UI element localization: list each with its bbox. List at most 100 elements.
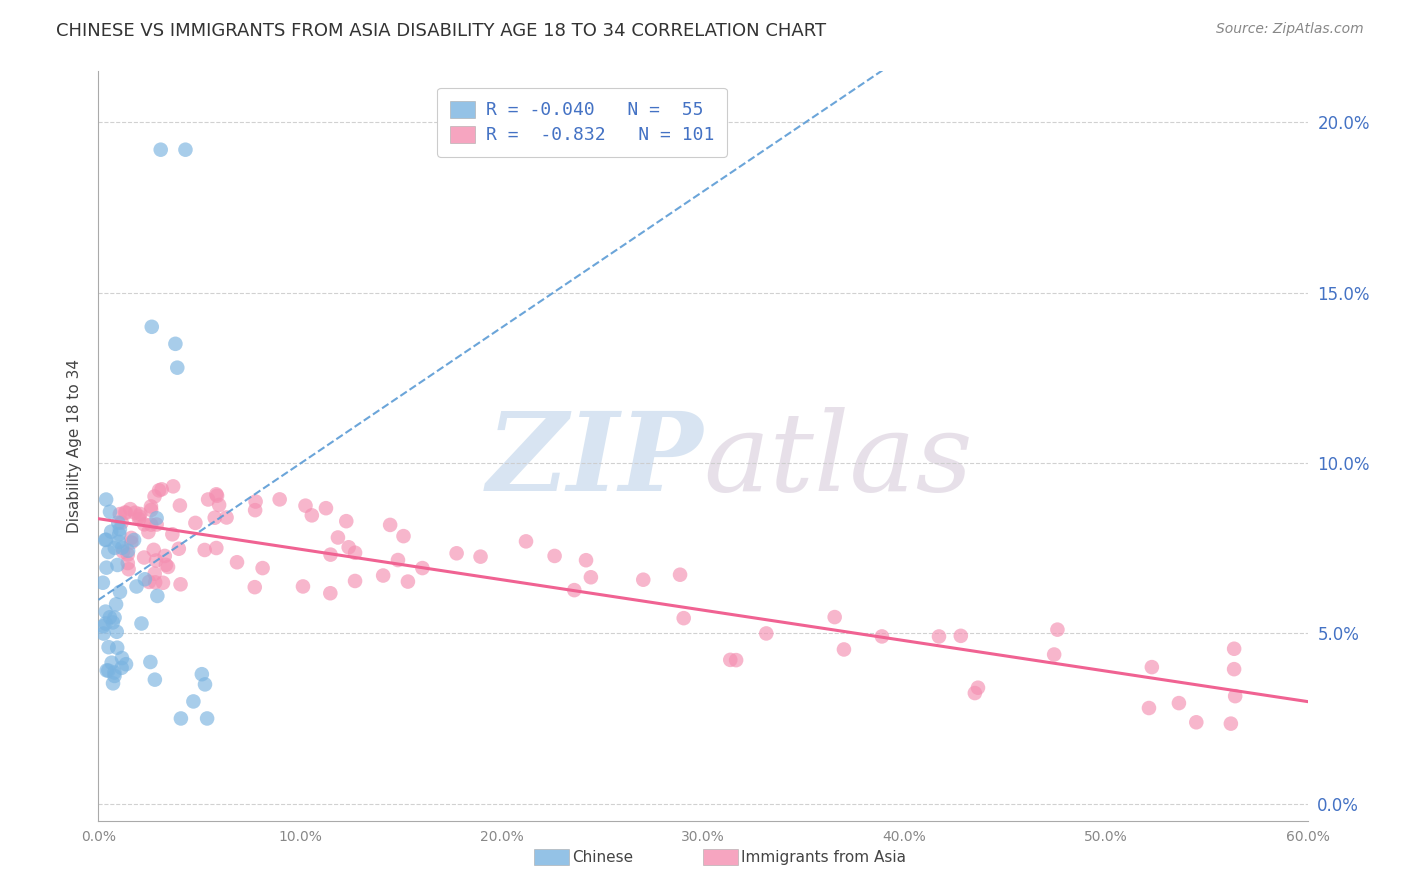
Point (184, 516, 207, 530)
Point (319, 548, 342, 562)
Point (967, 681, 990, 695)
Point (718, 653, 741, 667)
Point (243, 503, 266, 517)
Point (562, 583, 585, 598)
Point (117, 548, 139, 562)
Point (139, 500, 162, 514)
Text: ZIP: ZIP (486, 408, 703, 515)
Point (100, 524, 122, 539)
Point (97, 545, 120, 559)
Point (132, 550, 155, 565)
Point (294, 499, 316, 513)
Point (131, 616, 153, 631)
Point (129, 507, 152, 521)
Point (205, 489, 228, 503)
Point (669, 567, 692, 582)
Point (142, 542, 165, 557)
Point (94, 605, 117, 619)
Point (117, 556, 139, 570)
Point (197, 492, 219, 507)
Point (141, 319, 163, 334)
Point (166, 360, 188, 375)
Point (138, 574, 160, 589)
Point (107, 516, 129, 530)
Point (105, 597, 128, 611)
Point (245, 494, 267, 508)
Point (149, 143, 172, 157)
Point (143, 673, 166, 687)
Point (315, 501, 337, 516)
Point (1219, 716, 1241, 731)
Point (128, 512, 150, 526)
Point (108, 522, 131, 536)
Point (162, 479, 184, 493)
Point (108, 585, 131, 599)
Point (138, 524, 160, 539)
Point (97, 664, 120, 678)
Text: Source: ZipAtlas.com: Source: ZipAtlas.com (1216, 22, 1364, 37)
Point (96, 560, 118, 574)
Legend: R = -0.040   N =  55, R =  -0.832   N = 101: R = -0.040 N = 55, R = -0.832 N = 101 (437, 88, 727, 157)
Point (110, 661, 132, 675)
Point (128, 509, 150, 524)
Point (378, 517, 401, 532)
Point (870, 629, 893, 643)
Point (139, 517, 162, 532)
Point (120, 535, 142, 549)
Y-axis label: Disability Age 18 to 34: Disability Age 18 to 34 (66, 359, 82, 533)
Point (93, 626, 115, 640)
Point (145, 553, 167, 567)
Point (139, 503, 162, 517)
Point (108, 535, 131, 549)
Point (446, 546, 468, 560)
Point (1185, 715, 1208, 730)
Point (1223, 689, 1246, 703)
Point (115, 657, 138, 672)
Point (243, 580, 266, 594)
Point (1046, 623, 1069, 637)
Point (928, 630, 950, 644)
Point (633, 573, 655, 587)
Point (162, 527, 184, 541)
Point (579, 570, 602, 584)
Point (208, 498, 231, 512)
Point (122, 533, 145, 547)
Point (101, 676, 124, 690)
Point (326, 531, 349, 545)
Point (1223, 641, 1246, 656)
Point (120, 502, 142, 516)
Point (120, 531, 142, 545)
Point (125, 579, 148, 593)
Point (1043, 648, 1066, 662)
Text: Chinese: Chinese (572, 850, 633, 864)
Point (335, 514, 357, 528)
Point (108, 527, 131, 541)
Point (145, 517, 167, 532)
Point (319, 586, 342, 600)
Point (252, 561, 274, 575)
Point (139, 655, 162, 669)
Point (269, 492, 291, 507)
Point (396, 574, 419, 589)
Point (195, 711, 218, 725)
Point (111, 651, 134, 665)
Point (387, 553, 409, 567)
Point (215, 510, 238, 524)
Point (155, 558, 177, 572)
Point (91, 575, 114, 590)
Point (1140, 660, 1163, 674)
Point (97, 640, 120, 655)
Point (575, 553, 598, 567)
Point (143, 566, 166, 581)
Point (101, 615, 124, 630)
Point (167, 541, 190, 556)
Point (111, 545, 134, 559)
Point (103, 610, 125, 624)
Point (98, 505, 121, 519)
Point (105, 640, 128, 655)
Point (103, 665, 125, 680)
Point (114, 506, 136, 520)
Point (117, 543, 139, 558)
Point (94, 533, 117, 547)
Point (134, 572, 156, 586)
